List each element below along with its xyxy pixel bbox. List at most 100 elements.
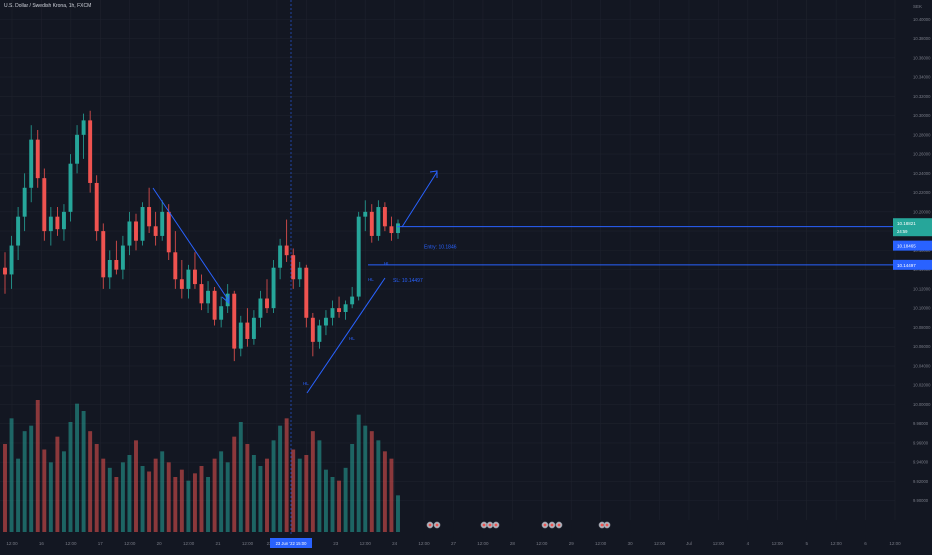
candle-body [376,207,381,236]
volume-bar [22,431,27,532]
volume-bar [310,431,315,532]
time-tick-label: Jul [686,541,692,546]
downtrend-arrow [152,187,230,302]
price-tick-label: 9.94000 [913,460,929,465]
time-tick-label: 12:00 [831,541,843,546]
time-tick-label: 12:00 [536,541,548,546]
economic-events[interactable] [426,521,611,529]
entry-price-tag: 10.18465 [897,244,916,249]
volume-bar [343,467,348,532]
time-axis[interactable]: 12:00 16 12:00 17 12:00 20 12:00 21 12:00 23 Jun … [6,538,901,548]
candle-body [42,178,47,232]
time-tick-label: 12:00 [6,541,18,546]
time-tick-label: 5 [805,541,808,546]
candle-body [212,290,217,320]
candle-body [186,269,191,289]
volume-bar [369,431,374,532]
volume-bar [206,477,211,532]
candle-body [337,308,342,312]
candle-body [297,267,302,280]
time-tick-label: 12:00 [65,541,77,546]
candle-body [35,139,40,179]
time-highlight-bg [270,538,312,548]
volume-bar [94,444,99,532]
volume-bar [356,414,361,532]
candle-body [199,284,204,304]
price-axis[interactable]: 10.40000 10.38000 10.36000 10.34000 10.32000… [893,17,932,503]
candle-body [153,226,158,236]
volume-bar [179,469,184,532]
sl-label: SL: 10.14497 [393,278,423,284]
price-tick-label: 10.08000 [913,325,931,330]
time-tick-label: 12:00 [360,541,372,546]
hl-label: HL [349,336,355,341]
candle-body [291,255,296,280]
current-price-tag: 10.18821 [897,221,916,226]
candle-body [369,211,374,236]
candle-body [304,267,309,318]
time-tick-label: 12:00 [595,541,607,546]
price-tick-label: 10.04000 [913,363,931,368]
time-tick-label: 12:00 [889,541,901,546]
time-tick-label: 12:00 [183,541,195,546]
volume-bar [160,451,165,532]
downtrend-arrowhead [221,295,230,305]
volume-bar [55,436,60,532]
candle-body [251,317,256,339]
volume-bar [278,425,283,532]
candle-body [114,260,119,270]
volume-bar [304,455,309,532]
candle-body [22,187,27,217]
candle-body [192,269,197,285]
candle-body [363,211,368,217]
volume-bar [173,477,178,532]
candle-body [206,290,211,304]
candle-body [68,163,73,212]
volume-bar [107,467,112,532]
volume-bar [382,451,387,532]
event-flag-dot [605,523,609,527]
volume-bar [48,462,53,532]
volume-bar [75,403,80,532]
volume-bar [251,455,256,532]
candle-body [219,306,224,320]
event-flag-dot [435,523,439,527]
time-tick-label: 17 [98,541,104,546]
drawing-layer[interactable]: Entry: 10.1846 SL: 10.14497 HL HL HL HL [152,0,905,536]
candle-body [284,245,289,256]
sl-price-tag: 10.14497 [897,263,916,268]
candle-body [3,267,7,275]
candle-body [120,245,125,270]
volume-bar [271,440,276,532]
volume-bar [225,462,230,532]
candle-body [389,226,394,234]
volume-bar [3,444,7,532]
time-tick-label: 28 [510,541,516,546]
candle-body [147,207,152,227]
symbol-title[interactable]: U.S. Dollar / Swedish Krona, 1h, FXCM [4,3,92,9]
candle-body [166,211,171,253]
time-tick-label: 12:00 [477,541,489,546]
volume-bar [297,458,302,532]
price-tick-label: 10.34000 [913,75,931,80]
volume-bar [147,471,152,532]
time-tick-label: 12:00 [654,541,666,546]
time-tick-label: 12:00 [713,541,725,546]
price-tick-label: 10.00000 [913,402,931,407]
price-tick-label: 10.28000 [913,132,931,137]
event-flag-dot [494,523,498,527]
time-tick-label: 12:00 [242,541,254,546]
volume-bar [389,458,394,532]
price-tick-label: 9.96000 [913,440,929,445]
candle-body [48,216,53,232]
price-tick-label: 10.40000 [913,17,931,22]
time-tick-label: 30 [628,541,634,546]
event-flag-dot [600,523,604,527]
volume-bar [291,449,296,532]
volume-bar [258,466,263,532]
price-tick-label: 10.10000 [913,306,931,311]
volume-bar [323,469,328,532]
